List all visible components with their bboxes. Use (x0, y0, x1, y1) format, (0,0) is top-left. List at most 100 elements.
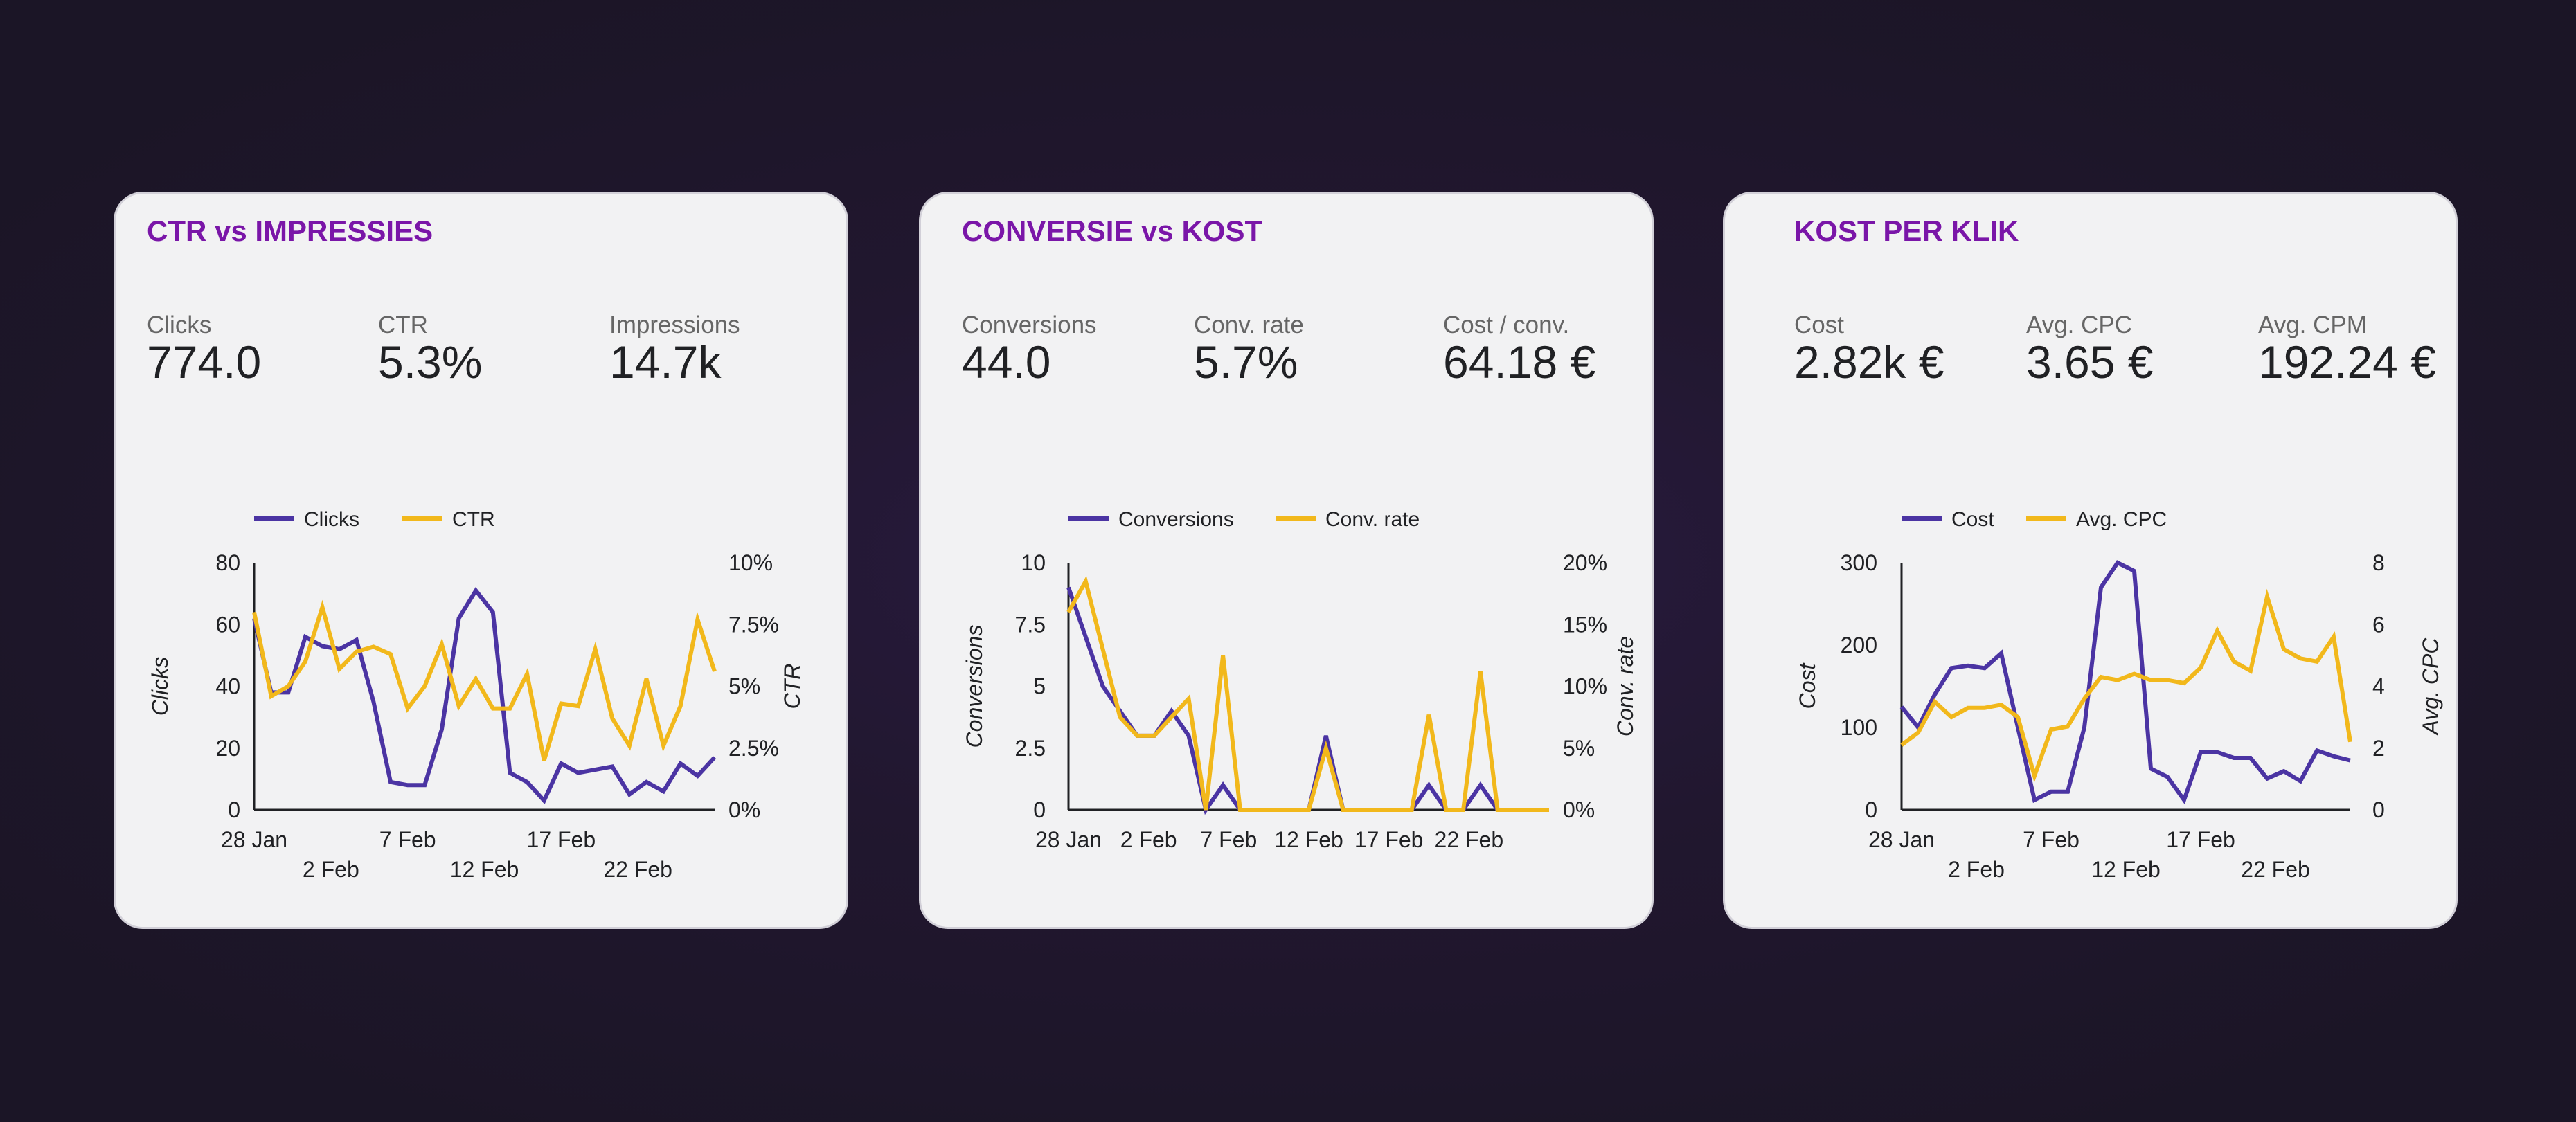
x-tick-label: 28 Jan (1868, 827, 1935, 852)
y-right-tick-label: 2 (2372, 736, 2385, 761)
legend-item[interactable]: Clicks (254, 508, 359, 531)
legend-item[interactable]: Conv. rate (1276, 508, 1420, 531)
legend-item[interactable]: Avg. CPC (2026, 508, 2167, 531)
card-kost-per-klik: KOST PER KLIK Cost 2.82k € Avg. CPC 3.65… (1723, 192, 2458, 929)
card-conversie-vs-kost: CONVERSIE vs KOST Conversions 44.0 Conv.… (919, 192, 1654, 929)
y-right-tick-label: 2.5% (728, 736, 779, 761)
combo-line-chart: Clicks CTR 0 20 40 60 80 0% 2.5% 5% 7.5% 10% Clicks C… (147, 508, 805, 882)
y-right-tick-label: 0 (2372, 797, 2385, 822)
x-tick-label: 7 Feb (2023, 827, 2079, 852)
x-tick-label: 12 Feb (450, 857, 519, 882)
metric-label: Conv. rate (1194, 311, 1304, 338)
y-right-tick-label: 7.5% (728, 612, 779, 637)
metric-cost-per-conv: Cost / conv. 64.18 € (1443, 311, 1595, 385)
metric-value: 5.7% (1194, 336, 1298, 388)
y-left-tick-label: 40 (215, 674, 240, 699)
metric-value: 774.0 (147, 336, 262, 388)
metric-avg-cpc: Avg. CPC 3.65 € (2026, 311, 2154, 385)
legend-item[interactable]: Conversions (1068, 508, 1234, 531)
y-left-axis-title: Conversions (962, 625, 987, 748)
metric-value: 64.18 € (1443, 336, 1596, 388)
y-right-tick-label: 8 (2372, 550, 2385, 575)
y-left-tick-label: 0 (1033, 797, 1046, 822)
metric-value: 14.7k (609, 336, 722, 388)
legend-label: Conversions (1118, 508, 1234, 531)
metric-value: 5.3% (378, 336, 483, 388)
card-title: CONVERSIE vs KOST (962, 215, 1263, 247)
x-tick-label: 17 Feb (1354, 827, 1424, 852)
metric-value: 192.24 € (2258, 336, 2436, 388)
x-tick-label: 28 Jan (221, 827, 287, 852)
metric-cost: Cost 2.82k € (1794, 311, 1944, 385)
x-tick-label: 22 Feb (603, 857, 672, 882)
x-tick-label: 22 Feb (1435, 827, 1504, 852)
legend-label: CTR (452, 508, 495, 531)
series-line-cost (1899, 560, 2351, 805)
y-left-tick-label: 100 (1841, 715, 1877, 740)
y-left-tick-label: 200 (1841, 633, 1877, 658)
x-tick-label: 2 Feb (303, 857, 359, 882)
y-left-tick-label: 300 (1841, 550, 1877, 575)
series-line-ctr (252, 599, 717, 761)
y-right-tick-label: 5% (1563, 736, 1595, 761)
y-left-tick-label: 0 (1865, 797, 1877, 822)
metric-ctr: CTR 5.3% (378, 311, 482, 385)
y-right-tick-label: 20% (1563, 550, 1607, 575)
metric-impressions: Impressions 14.7k (609, 311, 740, 385)
metric-label: Avg. CPC (2026, 311, 2133, 338)
metric-label: Clicks (147, 311, 212, 338)
y-left-tick-label: 7.5 (1015, 612, 1046, 637)
legend-label: Clicks (304, 508, 359, 531)
metric-value: 2.82k € (1794, 336, 1944, 388)
legend-label: Conv. rate (1325, 508, 1420, 531)
y-left-axis-title: Cost (1795, 662, 1820, 709)
metric-label: Cost (1794, 311, 1844, 338)
y-right-tick-label: 0% (728, 797, 760, 822)
y-left-tick-label: 2.5 (1015, 736, 1046, 761)
combo-line-chart: Conversions Conv. rate 0 2.5 5 7.5 10 0% 5% 10% 15… (962, 508, 1638, 852)
x-tick-label: 28 Jan (1035, 827, 1102, 852)
y-right-tick-label: 10% (728, 550, 773, 575)
metric-label: Impressions (609, 311, 740, 338)
y-right-axis-title: Avg. CPC (2418, 637, 2443, 736)
metric-value: 44.0 (962, 336, 1051, 388)
y-left-axis-title: Clicks (147, 657, 172, 716)
metric-value: 3.65 € (2026, 336, 2154, 388)
y-left-tick-label: 20 (215, 736, 240, 761)
x-tick-label: 17 Feb (2166, 827, 2235, 852)
y-right-tick-label: 15% (1563, 612, 1607, 637)
legend-label: Cost (1951, 508, 1994, 531)
combo-line-chart: Cost Avg. CPC 0 100 200 300 0 2 4 6 8 Cost Avg. CPC 2… (1795, 508, 2443, 882)
metric-clicks: Clicks 774.0 (147, 311, 261, 385)
metric-label: Conversions (962, 311, 1097, 338)
y-left-tick-label: 5 (1033, 674, 1046, 699)
card-ctr-vs-impressies: CTR vs IMPRESSIES Clicks 774.0 CTR 5.3% … (114, 192, 848, 929)
x-tick-label: 7 Feb (379, 827, 436, 852)
series-line-clicks (252, 586, 717, 804)
y-right-tick-label: 4 (2372, 674, 2385, 699)
y-left-tick-label: 0 (228, 797, 240, 822)
x-tick-label: 2 Feb (1948, 857, 2005, 882)
legend-item[interactable]: Cost (1902, 508, 1994, 531)
x-tick-label: 22 Feb (2241, 857, 2310, 882)
y-right-tick-label: 10% (1563, 674, 1607, 699)
x-tick-label: 17 Feb (527, 827, 596, 852)
metric-conv-rate: Conv. rate 5.7% (1194, 311, 1304, 385)
y-right-axis-title: Conv. rate (1613, 636, 1638, 736)
y-right-tick-label: 5% (728, 674, 760, 699)
metric-label: CTR (378, 311, 428, 338)
card-title: KOST PER KLIK (1794, 215, 2019, 247)
metric-label: Avg. CPM (2258, 311, 2367, 338)
metric-avg-cpm: Avg. CPM 192.24 € (2258, 311, 2436, 385)
metric-conversions: Conversions 44.0 (962, 311, 1097, 385)
y-left-tick-label: 80 (215, 550, 240, 575)
y-left-tick-label: 10 (1021, 550, 1046, 575)
card-title: CTR vs IMPRESSIES (147, 215, 433, 247)
x-tick-label: 12 Feb (1274, 827, 1343, 852)
y-right-axis-title: CTR (780, 664, 805, 709)
metric-label: Cost / conv. (1443, 311, 1570, 338)
y-right-tick-label: 0% (1563, 797, 1595, 822)
y-right-tick-label: 6 (2372, 612, 2385, 637)
y-left-tick-label: 60 (215, 612, 240, 637)
legend-item[interactable]: CTR (402, 508, 495, 531)
